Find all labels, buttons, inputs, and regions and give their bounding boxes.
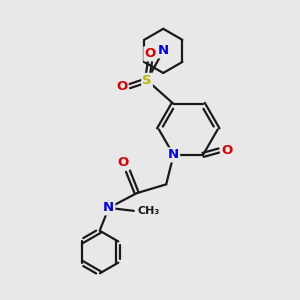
Text: O: O bbox=[118, 156, 129, 169]
Text: CH₃: CH₃ bbox=[137, 206, 160, 216]
Text: O: O bbox=[116, 80, 128, 93]
Text: O: O bbox=[221, 144, 232, 157]
Text: N: N bbox=[103, 201, 114, 214]
Text: S: S bbox=[142, 74, 152, 87]
Text: N: N bbox=[158, 44, 169, 57]
Text: N: N bbox=[168, 148, 179, 161]
Text: O: O bbox=[144, 47, 156, 60]
